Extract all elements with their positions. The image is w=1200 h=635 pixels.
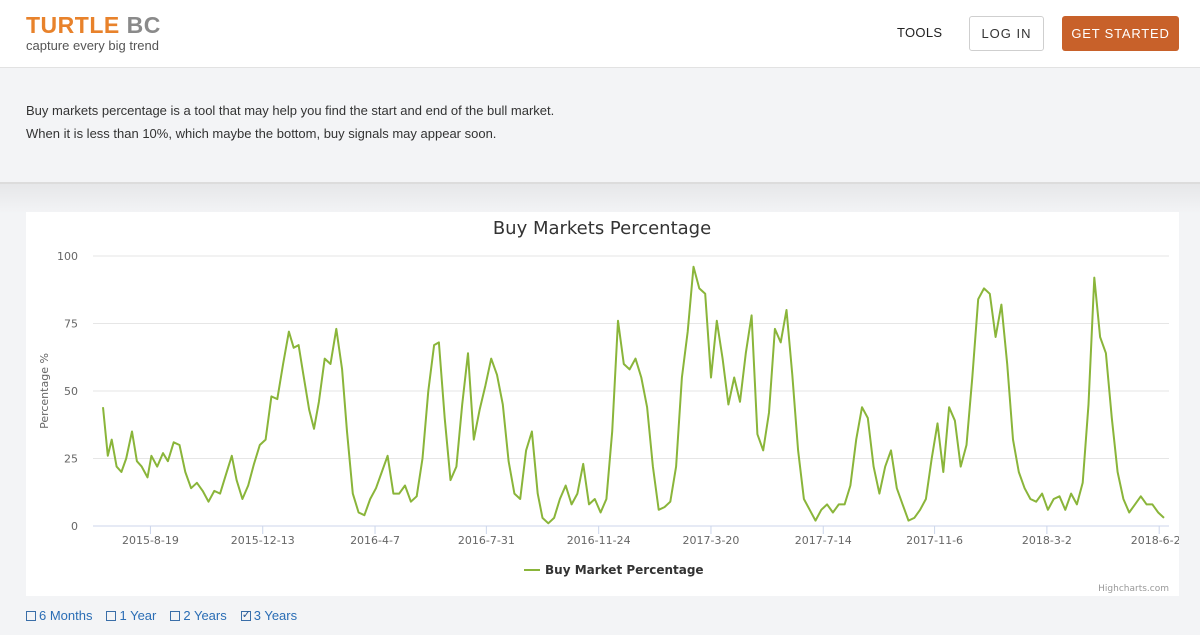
range-option-label: 6 Months: [39, 608, 93, 623]
range-option[interactable]: 1 Year: [106, 608, 156, 623]
y-tick-label: 25: [64, 453, 78, 466]
x-tick-label: 2015-8-19: [122, 534, 179, 547]
range-checkbox[interactable]: [170, 610, 181, 621]
range-checkbox[interactable]: [26, 610, 36, 621]
intro-line-1: Buy markets percentage is a tool that ma…: [26, 103, 555, 118]
get-started-button[interactable]: GET STARTED: [1062, 16, 1179, 51]
range-option-label: 2 Years: [183, 608, 227, 623]
buy-markets-chart: Buy Markets Percentage 0 25 50 75 100 Percenta…: [38, 218, 1179, 594]
brand-name: TURTLE BC: [26, 13, 161, 37]
range-checkbox[interactable]: [106, 610, 117, 621]
x-tick-label: 2015-12-13: [231, 534, 295, 547]
x-tick-label: 2016-11-24: [567, 534, 631, 547]
login-button[interactable]: LOG IN: [969, 16, 1044, 51]
y-tick-label: 75: [64, 318, 78, 331]
x-tick-label: 2018-3-2: [1022, 534, 1072, 547]
y-tick-label: 100: [57, 250, 78, 263]
intro-line-2: When it is less than 10%, which maybe th…: [26, 126, 497, 141]
range-option[interactable]: 2 Years: [170, 608, 227, 623]
chart-container: Buy Markets Percentage 0 25 50 75 100 Percenta…: [26, 212, 1179, 596]
x-tick-label: 2016-4-7: [350, 534, 400, 547]
y-tick-label: 50: [64, 385, 78, 398]
x-tick-label: 2016-7-31: [458, 534, 515, 547]
brand-name-part1: TURTLE: [26, 12, 120, 38]
series-line: [102, 265, 1165, 525]
x-tick-label: 2017-7-14: [795, 534, 852, 547]
chart-title: Buy Markets Percentage: [493, 218, 711, 239]
brand-logo[interactable]: TURTLE BC capture every big trend: [26, 13, 161, 53]
legend-label: Buy Market Percentage: [545, 563, 704, 577]
section-shadow: [0, 184, 1200, 214]
section-divider: [0, 182, 1200, 184]
range-option[interactable]: 3 Years: [240, 608, 298, 623]
range-option-label: 3 Years: [253, 608, 298, 623]
y-tick-label: 0: [71, 520, 78, 533]
x-tick-label: 2018-6-26: [1131, 534, 1179, 547]
range-selector: 6 Months 1 Year 2 Years 3 Years: [26, 608, 297, 623]
y-axis-title: Percentage %: [38, 353, 51, 429]
x-tick-label: 2017-11-6: [906, 534, 963, 547]
brand-name-part2: BC: [126, 12, 161, 38]
nav-tools-link[interactable]: TOOLS: [897, 25, 943, 40]
range-checkbox[interactable]: [240, 608, 251, 621]
range-option-label: 1 Year: [119, 608, 157, 623]
brand-tagline: capture every big trend: [26, 38, 159, 53]
x-tick-label: 2017-3-20: [682, 534, 739, 547]
highcharts-credit: Highcharts.com: [1098, 584, 1169, 594]
intro-description: Buy markets percentage is a tool that ma…: [26, 99, 554, 145]
range-option[interactable]: 6 Months: [26, 608, 92, 623]
top-navigation-bar: TURTLE BC capture every big trend TOOLS …: [0, 0, 1200, 68]
